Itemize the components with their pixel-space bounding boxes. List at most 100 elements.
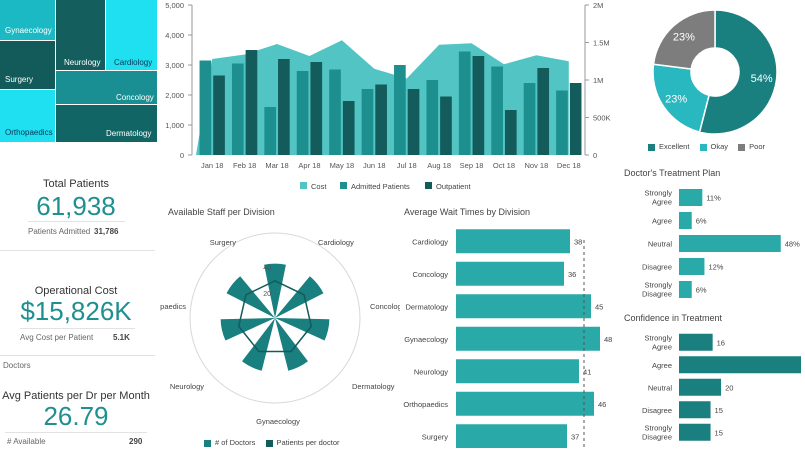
treemap-cell-concology[interactable]: Concology xyxy=(56,71,157,104)
donut-slice xyxy=(652,63,710,133)
bar-value-label: 36 xyxy=(568,270,576,279)
outpatient-bar xyxy=(472,56,485,155)
treemap-cell-neurology[interactable]: Neurology xyxy=(56,0,105,70)
bar-category-label: Dermatology xyxy=(405,302,448,311)
legend-swatch xyxy=(300,182,307,189)
radar-tick: 20 xyxy=(263,291,271,298)
treemap-cell-gynaecology[interactable]: Gynaecology xyxy=(0,0,55,40)
bar-value-label: 15 xyxy=(715,406,723,415)
bar xyxy=(456,294,591,319)
bar-category-label: Gynaecology xyxy=(404,335,448,344)
doctors-petal xyxy=(275,318,330,341)
legend-label: Cost xyxy=(311,182,327,191)
admitted-bar xyxy=(458,51,471,155)
donut-label: 54% xyxy=(751,73,773,85)
treemap: Gynaecology Neurology Cardiology Surgery… xyxy=(0,0,157,142)
radar-category-label: Gynaecology xyxy=(256,417,300,426)
donut-slice xyxy=(652,9,716,70)
legend-swatch xyxy=(204,439,211,447)
bar-category-label: Neutral xyxy=(648,383,673,392)
admitted-bar xyxy=(394,65,406,155)
treemap-cell-orthopaedics[interactable]: Orthopaedics xyxy=(0,90,55,142)
outpatient-bar xyxy=(310,62,323,155)
outpatient-bar xyxy=(245,50,258,155)
confidence-title: Confidence in Treatment xyxy=(624,313,723,323)
donut-label: 23% xyxy=(665,93,687,105)
staff-legend: # of Doctors Patients per doctor xyxy=(196,438,339,447)
treemap-label: Concology xyxy=(116,93,154,102)
legend-label: # of Doctors xyxy=(215,438,256,447)
bar xyxy=(679,212,692,229)
bar-category-label: Strongly xyxy=(644,189,672,198)
treemap-cell-cardiology[interactable]: Cardiology xyxy=(106,0,157,70)
bar xyxy=(456,391,594,416)
legend-swatch xyxy=(265,439,273,447)
bar-value-label: 48% xyxy=(785,240,800,249)
operational-cost-value: $15,826K xyxy=(20,296,132,326)
admitted-bar xyxy=(199,60,212,155)
bar-category-label: Cardiology xyxy=(412,237,448,246)
radar-tick: 40 xyxy=(263,265,271,272)
bar-category-label: Surgery xyxy=(422,432,449,441)
legend-label: Admitted Patients xyxy=(351,182,410,191)
admitted-bar xyxy=(491,66,503,155)
doctors-petal xyxy=(242,318,275,371)
operational-cost-title: Operational Cost xyxy=(34,285,118,297)
staff-title: Available Staff per Division xyxy=(168,207,275,217)
bar-value-label: 46 xyxy=(598,400,606,409)
bar-value-label: 48 xyxy=(604,335,612,344)
avg-cost-label: Avg Cost per Patient xyxy=(20,333,94,342)
x-tick-label: Nov 18 xyxy=(524,161,548,170)
bar xyxy=(679,356,801,374)
bar-value-label: 20 xyxy=(725,383,733,392)
bar-category-label: Neurology xyxy=(414,367,448,376)
available-value: 290 xyxy=(129,437,143,446)
total-patients-title: Total Patients xyxy=(42,178,110,190)
legend-label: Excellent xyxy=(659,142,690,151)
bar-category-label: Strongly xyxy=(644,333,672,342)
legend-label: Outpatient xyxy=(436,182,472,191)
treemap-cell-surgery[interactable]: Surgery xyxy=(0,41,55,89)
legend-label: Patients per doctor xyxy=(276,438,340,447)
bar-category-label: Agree xyxy=(652,198,672,207)
outpatient-bar xyxy=(440,96,452,155)
legend-swatch xyxy=(699,143,707,151)
y-tick-label: 0 xyxy=(180,151,184,160)
outpatient-bar xyxy=(213,75,225,155)
bar xyxy=(679,189,703,206)
x-tick-label: Oct 18 xyxy=(493,161,515,170)
x-tick-label: Sep 18 xyxy=(460,161,484,170)
radar-outline xyxy=(189,232,361,404)
bar-value-label: 6% xyxy=(696,286,707,295)
radar-category-label: Surgery xyxy=(210,238,237,247)
bar-value-label: 11% xyxy=(706,194,721,203)
admitted-bar xyxy=(264,107,277,155)
patients-admitted-label: Patients Admitted xyxy=(28,227,91,236)
bar-category-label: Concology xyxy=(413,270,449,279)
y-tick-label: 1,000 xyxy=(165,121,184,130)
bar-category-label: Agree xyxy=(652,342,672,351)
outpatient-bar xyxy=(569,83,582,155)
bar-category-label: Strongly xyxy=(644,281,672,290)
doctors-petal xyxy=(264,263,286,318)
bar-category-label: Agree xyxy=(652,361,672,370)
y2-tick-label: 1M xyxy=(593,76,603,85)
x-tick-label: Aug 18 xyxy=(427,161,451,170)
treemap-cell-dermatology[interactable]: Dermatology xyxy=(56,105,157,142)
outpatient-bar xyxy=(375,84,387,155)
patients-line xyxy=(237,279,313,353)
y2-tick-label: 0 xyxy=(593,151,597,160)
bar xyxy=(456,424,567,448)
bar-value-label: 41 xyxy=(583,367,591,376)
bar-value-label: 6% xyxy=(696,217,707,226)
bar xyxy=(679,281,692,298)
admitted-bar xyxy=(361,89,374,155)
plan-title: Doctor's Treatment Plan xyxy=(624,168,721,178)
treemap-label: Cardiology xyxy=(114,58,153,67)
x-tick-label: Jan 18 xyxy=(201,161,224,170)
avg-cost-value: 5.1K xyxy=(113,333,130,342)
treemap-label: Neurology xyxy=(64,58,101,67)
donut-slice xyxy=(698,9,778,135)
donut-label: 23% xyxy=(673,32,695,44)
bar xyxy=(456,229,570,254)
